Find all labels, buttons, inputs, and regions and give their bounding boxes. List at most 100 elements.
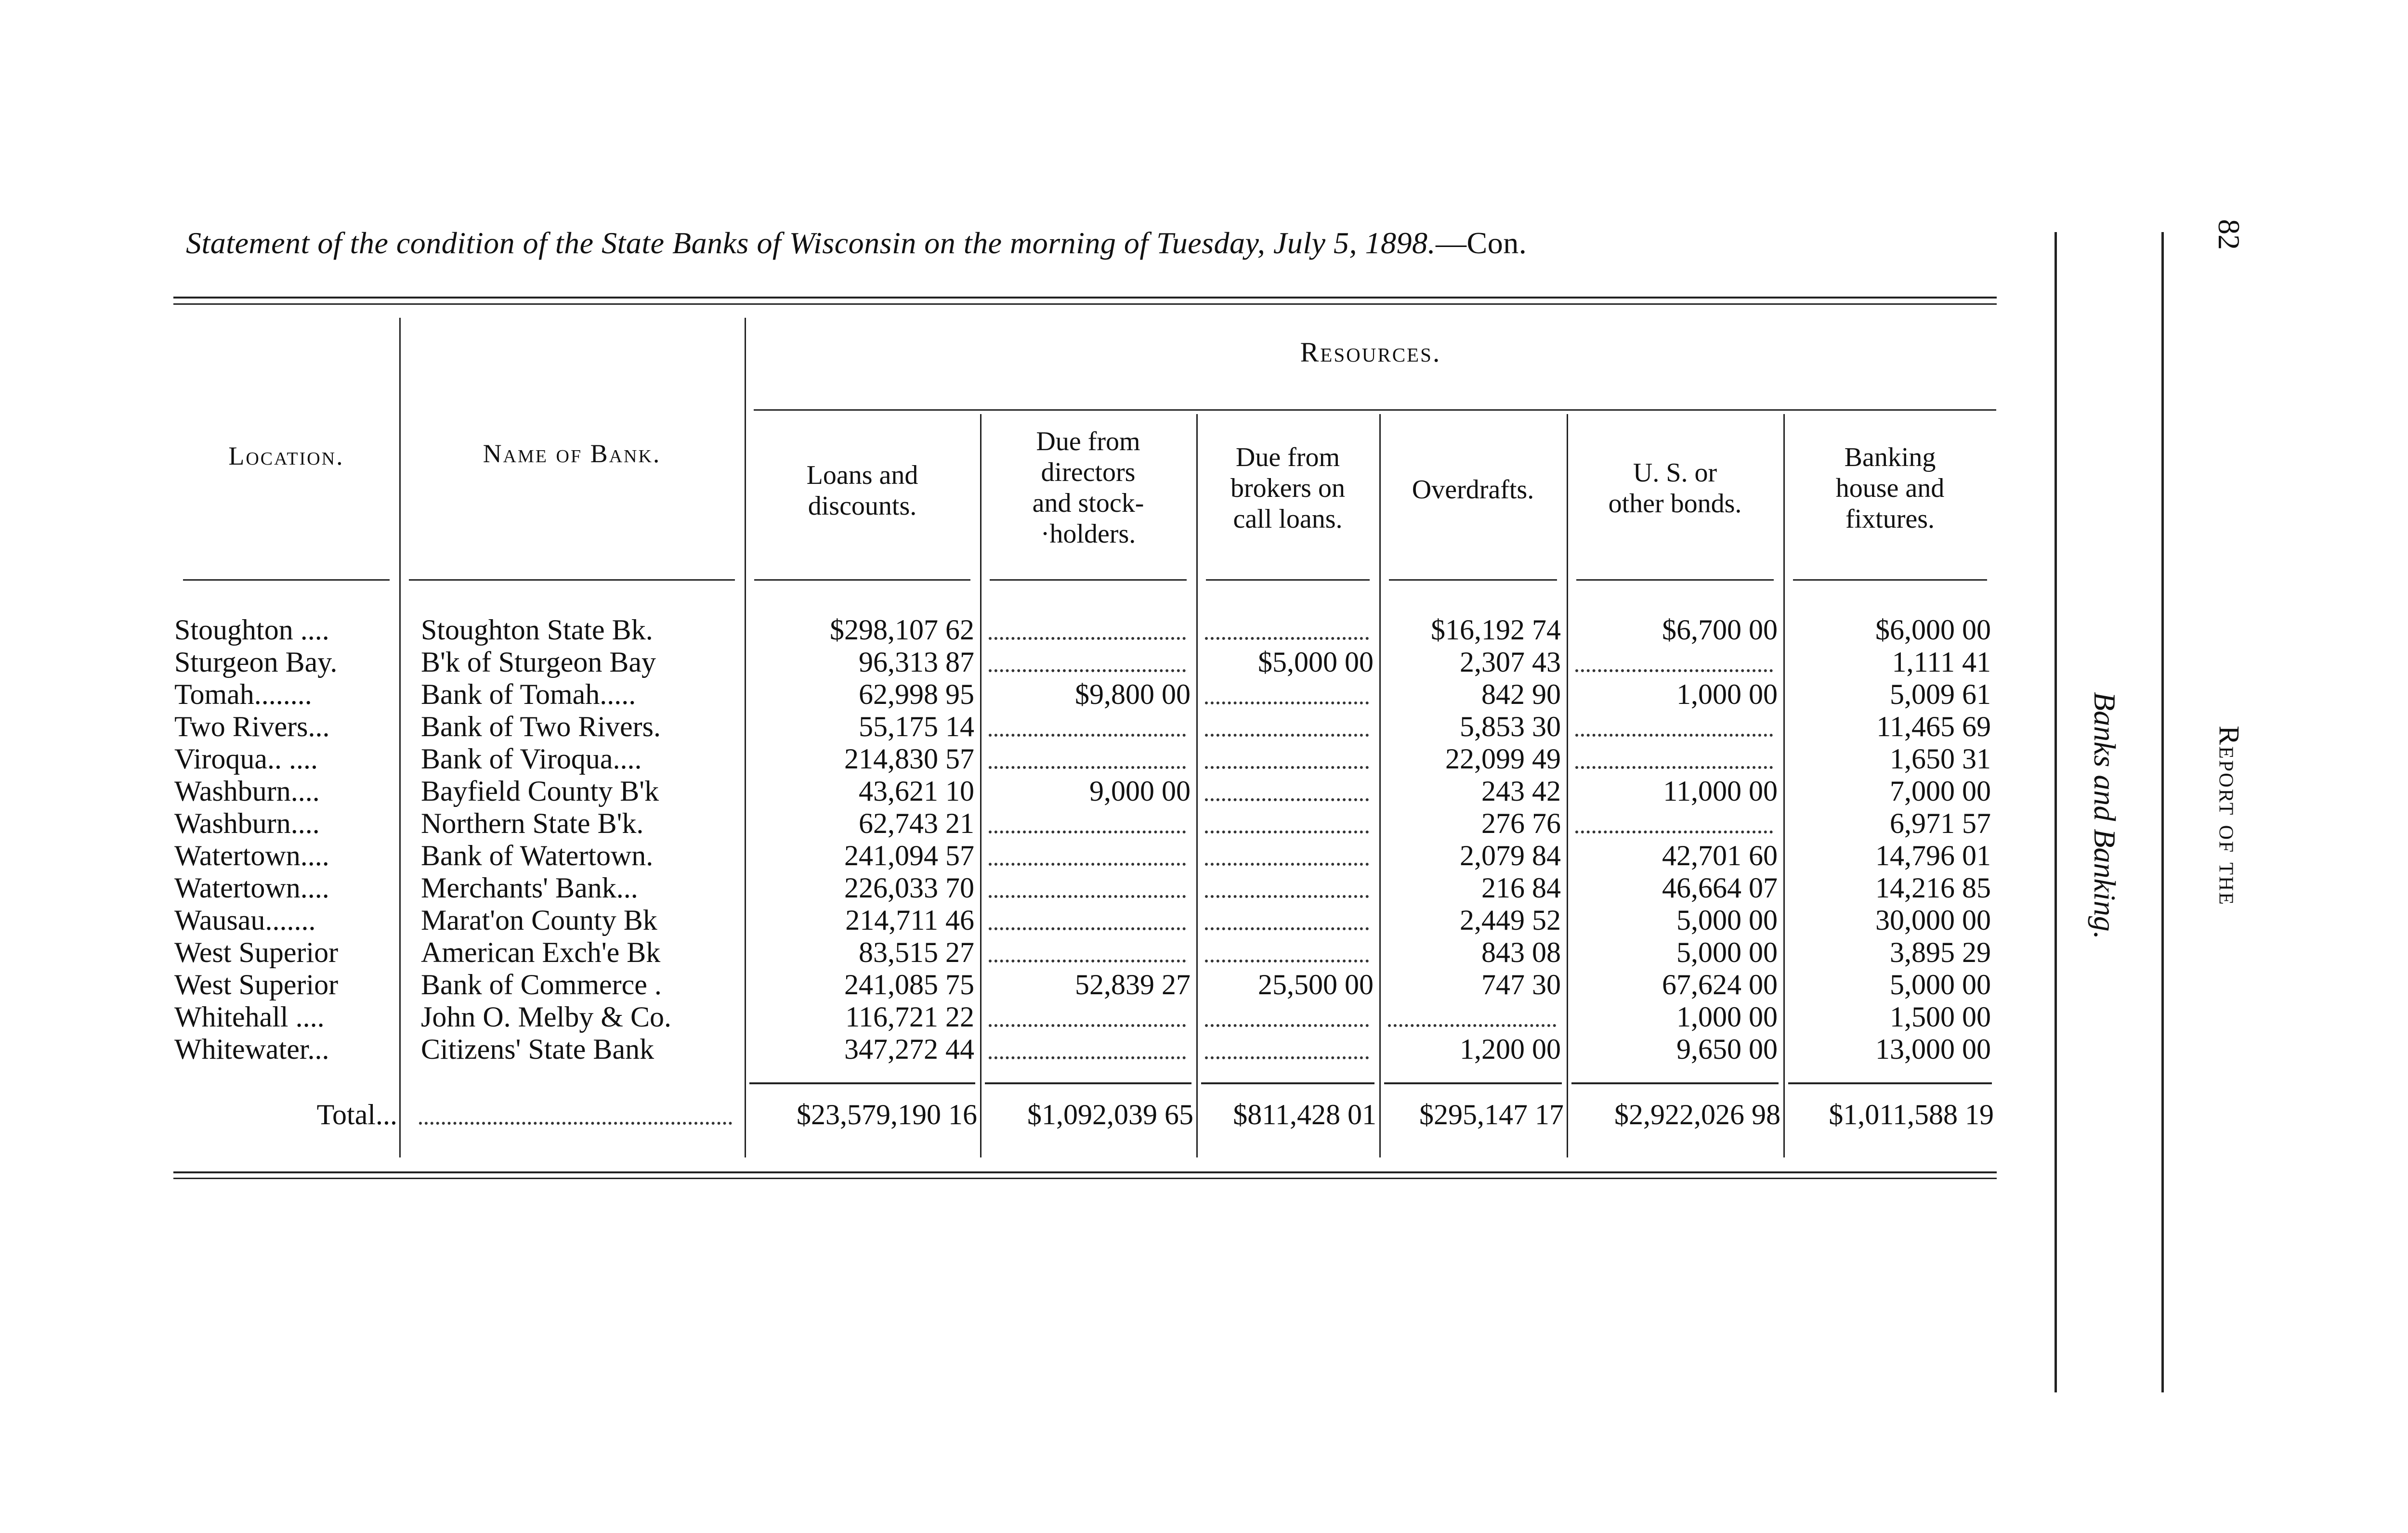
row-amount: 43,621 10	[859, 775, 974, 807]
row-amount: $298,107 62	[830, 614, 974, 646]
total-label: Total...	[316, 1099, 397, 1130]
total-amount: $2,922,026 98	[1614, 1099, 1780, 1130]
margin-rule-2	[2161, 232, 2164, 1392]
row-location: Sturgeon Bay.	[174, 646, 338, 678]
row-amount: 1,111 41	[1892, 646, 1991, 678]
dotted-leader	[1575, 669, 1773, 672]
dotted-leader	[989, 637, 1186, 640]
column-rule	[745, 318, 746, 1157]
row-amount: 11,000 00	[1663, 775, 1778, 807]
row-amount: 7,000 00	[1890, 775, 1991, 807]
row-amount: $9,800 00	[1075, 678, 1191, 710]
row-bank-name: Bayfield County B'k	[421, 775, 659, 807]
dotted-leader	[989, 1056, 1186, 1059]
top-rule-2	[173, 303, 1997, 305]
row-amount: 1,000 00	[1676, 678, 1778, 710]
row-amount: 1,000 00	[1676, 1001, 1778, 1033]
row-location: Wausau.......	[174, 904, 316, 936]
header-location: Location.	[228, 442, 344, 470]
row-amount: 52,839 27	[1075, 969, 1191, 1000]
column-rule	[980, 414, 982, 1157]
running-head: Report of the	[2213, 726, 2245, 906]
dotted-leader	[1575, 766, 1773, 769]
header-column: Banking house and fixtures.	[1835, 442, 1945, 534]
dotted-leader	[1205, 927, 1369, 930]
row-amount: 2,079 84	[1460, 840, 1561, 871]
header-underline	[1206, 579, 1370, 581]
total-amount: $1,092,039 65	[1027, 1099, 1193, 1130]
row-location: Watertown....	[174, 872, 329, 904]
dotted-leader	[1205, 766, 1369, 769]
dotted-leader	[1205, 637, 1369, 640]
row-amount: 14,216 85	[1875, 872, 1991, 904]
row-amount: 5,853 30	[1460, 711, 1561, 742]
row-amount: 276 76	[1481, 807, 1561, 839]
row-amount: 2,307 43	[1460, 646, 1561, 678]
header-column: U. S. or other bonds.	[1608, 458, 1742, 519]
dotted-leader	[1205, 863, 1369, 866]
header-column: Loans and discounts.	[806, 460, 918, 521]
row-amount: 214,830 57	[844, 743, 974, 775]
row-amount: $6,000 00	[1875, 614, 1991, 646]
row-location: Washburn....	[174, 775, 320, 807]
total-rule	[1201, 1082, 1374, 1084]
header-column: Due from directors and stock- ·holders.	[1032, 427, 1144, 549]
row-amount: 5,000 00	[1676, 904, 1778, 936]
row-amount: 6,971 57	[1890, 807, 1991, 839]
row-amount: 116,721 22	[845, 1001, 974, 1033]
dotted-leader	[989, 669, 1186, 672]
row-location: Watertown....	[174, 840, 329, 871]
title-suffix: —Con.	[1436, 226, 1527, 260]
row-amount: 843 08	[1481, 936, 1561, 968]
dotted-leader	[989, 1024, 1186, 1027]
row-amount: 5,009 61	[1890, 678, 1991, 710]
row-amount: 216 84	[1481, 872, 1561, 904]
row-amount: 46,664 07	[1662, 872, 1778, 904]
row-location: West Superior	[174, 936, 339, 968]
total-amount: $1,011,588 19	[1829, 1099, 1994, 1130]
row-location: Two Rivers...	[174, 711, 330, 742]
top-rule	[173, 297, 1997, 299]
row-bank-name: Citizens' State Bank	[421, 1033, 654, 1065]
dotted-leader	[989, 960, 1186, 962]
row-bank-name: Marat'on County Bk	[421, 904, 657, 936]
row-amount: 9,650 00	[1676, 1033, 1778, 1065]
row-bank-name: Bank of Two Rivers.	[421, 711, 661, 742]
row-location: Whitehall ....	[174, 1001, 325, 1033]
row-bank-name: Merchants' Bank...	[421, 872, 638, 904]
header-column: Due from brokers on call loans.	[1230, 442, 1345, 534]
dotted-leader	[1575, 831, 1773, 833]
dotted-leader	[419, 1122, 732, 1125]
row-amount: 62,743 21	[859, 807, 974, 839]
dotted-leader	[1388, 1024, 1556, 1027]
row-bank-name: John O. Melby & Co.	[421, 1001, 672, 1033]
dotted-leader	[989, 863, 1186, 866]
header-underline	[409, 579, 735, 581]
total-rule	[1788, 1082, 1992, 1084]
dotted-leader	[989, 895, 1186, 898]
column-rule	[1567, 414, 1568, 1157]
header-underline	[1793, 579, 1987, 581]
dotted-leader	[989, 927, 1186, 930]
row-amount: 62,998 95	[859, 678, 974, 710]
row-amount: 842 90	[1481, 678, 1561, 710]
header-underline	[990, 579, 1187, 581]
row-amount: 42,701 60	[1662, 840, 1778, 871]
row-amount: 25,500 00	[1258, 969, 1374, 1000]
row-amount: $16,192 74	[1431, 614, 1561, 646]
dotted-leader	[989, 734, 1186, 737]
row-amount: 30,000 00	[1875, 904, 1991, 936]
header-bank-name: Name of Bank.	[483, 439, 661, 468]
row-bank-name: Bank of Commerce .	[421, 969, 662, 1000]
dotted-leader	[1205, 798, 1369, 801]
header-underline	[754, 579, 970, 581]
row-amount: $6,700 00	[1662, 614, 1778, 646]
row-bank-name: Bank of Watertown.	[421, 840, 654, 871]
header-underline	[183, 579, 390, 581]
row-amount: 226,033 70	[844, 872, 974, 904]
dotted-leader	[1205, 734, 1369, 737]
total-rule	[749, 1082, 975, 1084]
row-bank-name: Bank of Viroqua....	[421, 743, 642, 775]
row-amount: 1,650 31	[1890, 743, 1991, 775]
row-amount: 241,094 57	[844, 840, 974, 871]
